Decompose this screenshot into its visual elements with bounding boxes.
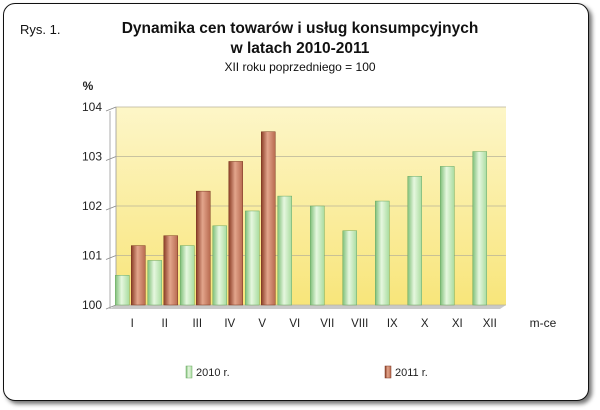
bar-2010-VIII: [342, 230, 357, 306]
plot-floor: [110, 305, 506, 309]
x-tick-label: X: [421, 318, 429, 330]
y-tick-label: 104: [82, 100, 102, 114]
bar-2010-I: [115, 275, 130, 306]
y-tick-mark: [105, 106, 117, 112]
chart-subtitle: XII roku poprzedniego = 100: [224, 60, 376, 74]
x-tick-label: IV: [224, 318, 235, 330]
x-tick-label: I: [131, 318, 134, 330]
x-tick-label: III: [192, 318, 202, 330]
bar-2010-V: [245, 210, 260, 306]
bar-2010-IX: [375, 200, 390, 306]
y-tick-mark: [105, 255, 117, 260]
x-tick-label: IX: [387, 318, 398, 330]
x-tick-label: VIII: [351, 318, 368, 330]
bar-2010-VI: [277, 195, 292, 306]
legend-label: 2011 r.: [395, 367, 428, 379]
figure-label: Rys. 1.: [20, 22, 61, 37]
x-tick-label: VII: [320, 318, 334, 330]
bar-2010-II: [147, 260, 162, 306]
x-tick-label: II: [162, 318, 168, 330]
bar-2011-III: [196, 190, 211, 306]
bar-2010-XII: [472, 151, 487, 306]
chart-title-years: w latach 2010-2011: [230, 40, 370, 57]
bar-2011-I: [131, 245, 146, 306]
bar-2010-IV: [212, 225, 227, 306]
bar-2011-IV: [228, 161, 243, 306]
y-tick-mark: [105, 156, 117, 161]
x-tick-label: V: [258, 318, 266, 330]
y-tick-label: 103: [82, 150, 102, 164]
bar-2010-XI: [440, 166, 455, 306]
bar-2010-VII: [310, 205, 325, 306]
y-tick-label: 102: [82, 199, 102, 213]
y-axis-label: %: [83, 79, 94, 93]
y-tick-mark: [105, 304, 117, 310]
x-tick-label: XI: [452, 318, 463, 330]
x-tick-label: VI: [289, 318, 300, 330]
y-tick-mark: [105, 205, 117, 211]
y-tick-label: 100: [82, 298, 102, 312]
chart-title: Dynamika cen towarów i usług konsumpcyjn…: [121, 20, 479, 37]
x-axis-label: m-ce: [530, 316, 557, 330]
bar-2011-V: [261, 131, 276, 306]
x-tick-label: XII: [483, 318, 497, 330]
legend-swatch: [185, 365, 193, 379]
bar-2010-X: [407, 176, 422, 306]
legend-label: 2010 r.: [196, 367, 230, 379]
bar-2011-II: [163, 235, 178, 306]
bar-2010-III: [180, 245, 195, 306]
y-tick-label: 101: [82, 249, 102, 263]
legend-swatch: [384, 365, 392, 379]
